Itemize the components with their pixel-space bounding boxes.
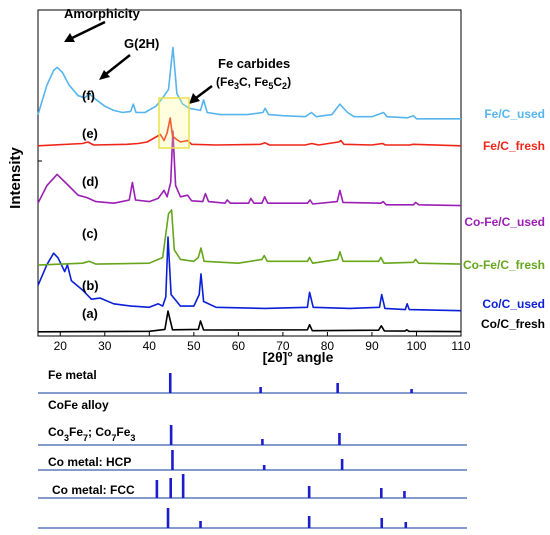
series-tag-d: (d) — [82, 174, 99, 189]
x-axis-label: [2θ]° angle — [263, 349, 334, 365]
x-axis-ticks: 20 30 40 50 60 70 80 90 100 110 — [38, 160, 471, 353]
highlight-box — [158, 97, 190, 149]
series-name-f: Fe/C_used — [484, 107, 545, 121]
x-tick-label: 70 — [276, 339, 290, 353]
x-tick-label: 50 — [187, 339, 201, 353]
x-tick-label: 60 — [232, 339, 246, 353]
ref-label: Fe metal — [48, 368, 97, 382]
x-tick-label: 90 — [365, 339, 379, 353]
series-line-e — [37, 117, 462, 147]
plot-frame — [37, 9, 462, 337]
x-tick-label: 40 — [143, 339, 157, 353]
series-tag-f: (f) — [82, 88, 95, 103]
series-tag-c: (c) — [82, 226, 98, 241]
annotation-graphite: G(2H) — [124, 36, 159, 51]
series-name-c: Co-Fe/C_fresh — [463, 258, 545, 272]
ref-label: Co3Fe7; Co7Fe3 — [48, 425, 135, 443]
series-name-b: Co/C_used — [482, 297, 545, 311]
series-line-d — [37, 130, 462, 207]
arrow-fe-carbides — [195, 85, 213, 99]
annotation-amorphicity: Amorphicity — [64, 6, 141, 21]
x-tick-label: 110 — [451, 339, 470, 353]
series-name-e: Fe/C_fresh — [483, 139, 545, 153]
x-tick-label: 100 — [406, 339, 426, 353]
ref-label: CoFe alloy — [48, 398, 109, 412]
ref-label: Co metal: HCP — [48, 455, 131, 469]
annotation-fe-carbides-formula: (Fe3C, Fe5C2) — [216, 75, 291, 91]
arrow-graphite — [105, 54, 131, 75]
series-tag-b: (b) — [82, 278, 99, 293]
ref-label: Co metal: FCC — [52, 483, 135, 497]
series-line-a — [37, 310, 462, 333]
series-tag-a: (a) — [82, 306, 98, 321]
x-tick-label: 20 — [54, 339, 68, 353]
diffraction-curves: (a) Co/C_fresh (b) Co/C_used (c) Co-Fe/C_fres… — [37, 46, 545, 333]
x-tick-label: 30 — [98, 339, 112, 353]
series-name-a: Co/C_fresh — [481, 317, 545, 331]
series-name-d: Co-Fe/C_used — [464, 215, 545, 229]
arrowhead-fe-carbides — [189, 93, 200, 104]
series-line-f — [37, 46, 461, 120]
reference-patterns: Fe metal CoFe alloy Co3Fe7; Co7Fe3 Co metal… — [38, 368, 467, 529]
series-line-c — [37, 209, 462, 266]
arrow-amorphicity — [71, 20, 106, 40]
arrowhead-graphite — [99, 70, 110, 80]
arrowhead-amorphicity — [64, 33, 75, 42]
series-line-b — [37, 236, 462, 312]
series-tag-e: (e) — [82, 126, 98, 141]
annotation-fe-carbides: Fe carbides — [218, 56, 290, 71]
y-axis-label: Intensity — [7, 147, 24, 209]
x-tick-label: 80 — [321, 339, 335, 353]
